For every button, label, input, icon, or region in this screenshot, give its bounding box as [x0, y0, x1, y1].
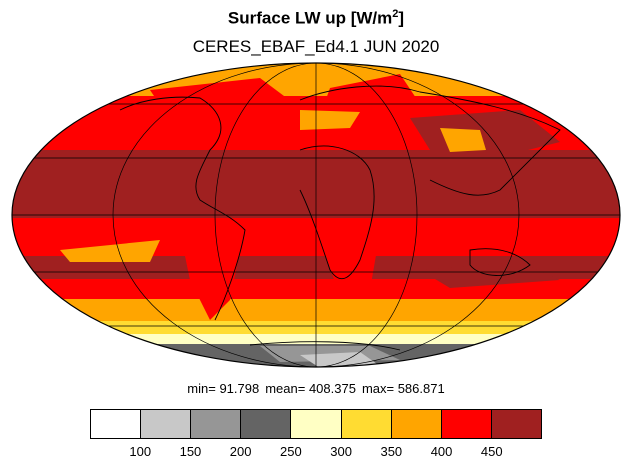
colorbar-box — [191, 410, 242, 438]
map-outline — [11, 62, 621, 368]
colorbar-box — [291, 410, 342, 438]
colorbar-tick-label: 350 — [380, 444, 403, 459]
stat-min: min= 91.798 — [187, 381, 260, 396]
coastlines — [119, 85, 561, 351]
colorbar-tick-label: 400 — [430, 444, 453, 459]
colorbar-box — [391, 410, 442, 438]
plot-title: Surface LW up [W/m2] — [227, 8, 405, 28]
colorbar-ticks: 100 150 200 250 300 350 400 450 — [90, 444, 542, 462]
stat-mean: mean= 408.375 — [265, 381, 356, 396]
colorbar — [90, 409, 542, 439]
colorbar-box — [91, 410, 142, 438]
plot-subtitle: CERES_EBAF_Ed4.1 JUN 2020 — [192, 37, 440, 56]
colorbar-box — [441, 410, 492, 438]
stats-line: min= 91.798 mean= 408.375 max= 586.871 — [0, 381, 632, 396]
colorbar-tick-label: 300 — [330, 444, 352, 459]
colorbar-box — [241, 410, 292, 438]
colorbar-tick-label: 250 — [280, 444, 302, 459]
stat-max: max= 586.871 — [361, 381, 445, 396]
colorbar-tick-label: 150 — [179, 444, 202, 459]
colorbar-tick-label: 450 — [480, 444, 503, 459]
colorbar-box — [491, 410, 541, 438]
colorbar-box — [341, 410, 392, 438]
colorbar-tick-label: 100 — [129, 444, 152, 459]
colorbar-box — [141, 410, 192, 438]
colorbar-tick-label: 200 — [229, 444, 252, 459]
graticule — [12, 63, 620, 367]
